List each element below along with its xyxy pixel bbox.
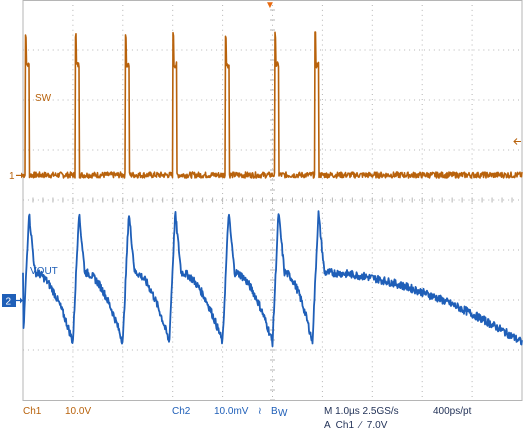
trigger-position-marker: ▼ <box>265 0 275 11</box>
traces <box>22 31 523 348</box>
status-bar: Ch1 10.0V Ch2 10.0mV ≀ B W M 1.0µs 2.5GS… <box>23 406 472 431</box>
timebase-readout: M 1.0µs 2.5GS/s <box>324 406 399 417</box>
ch2-ground-marker-number: 2 <box>6 297 12 308</box>
ch1-trace-label: SW <box>35 93 52 104</box>
ch1-scale: 10.0V <box>65 406 91 417</box>
vout-waveform <box>22 210 523 348</box>
trigger-level-marker[interactable] <box>513 138 521 145</box>
ch2-scale: 10.0mV <box>214 406 249 417</box>
ch1-label: Ch1 <box>23 406 42 417</box>
ch1-ground-marker[interactable]: 1 <box>9 171 24 182</box>
sw-waveform <box>22 31 523 179</box>
ch2-trace-label: VOUT <box>30 266 58 277</box>
ch2-coupling-icon: ≀ <box>258 406 262 417</box>
ch2-label: Ch2 <box>172 406 191 417</box>
ch1-ground-marker-number: 1 <box>9 171 15 182</box>
resolution-readout: 400ps/pt <box>433 406 472 417</box>
bandwidth-limit-sub: W <box>278 408 288 419</box>
ch2-ground-marker[interactable]: 2 <box>2 294 23 308</box>
bandwidth-limit-label: B <box>271 406 278 417</box>
trigger-readout: A Ch1 ∕ 7.0V <box>324 420 388 431</box>
